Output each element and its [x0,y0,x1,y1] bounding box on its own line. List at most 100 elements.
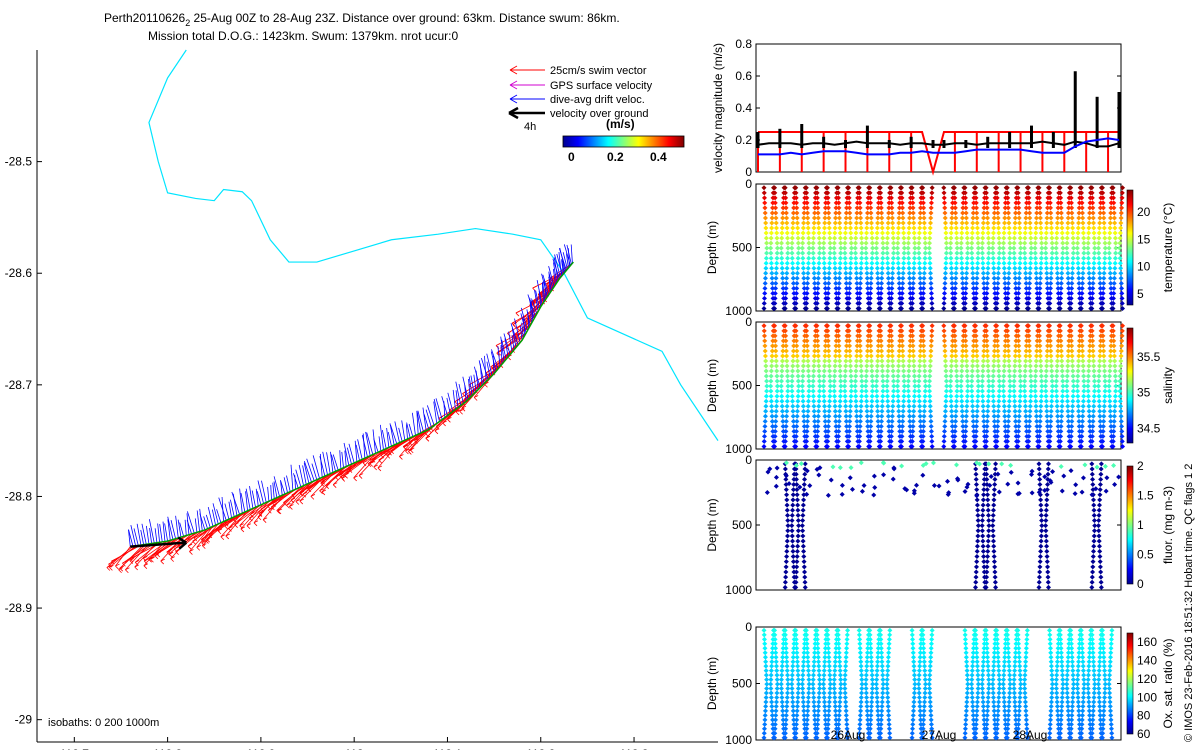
profile-point [1107,230,1113,236]
profile-point [831,378,837,384]
profile-point [920,338,926,344]
profile-point [896,265,902,271]
profile-point [858,403,864,409]
profile-point [900,270,906,276]
profile-point [815,717,821,723]
profile-point [810,388,816,394]
profile-point [821,690,827,696]
profile-point [879,418,885,424]
profile-point [772,735,778,741]
profile-point [853,235,859,241]
profile-point [985,220,991,226]
profile-point [1032,240,1038,246]
profile-point [1118,210,1124,216]
drift-vector [239,488,243,514]
profile-point [869,388,875,394]
profile-point [857,195,863,201]
profile-point [874,260,880,266]
profile-point [1065,403,1071,409]
profile-point [785,677,791,683]
profile-point [990,398,996,404]
profile-point [800,528,806,534]
drift-vector [387,431,392,447]
profile-point [1047,195,1053,201]
profile-point [1002,280,1008,286]
profile-point [889,423,895,429]
profile-point [1033,413,1039,419]
profile-point [985,403,991,409]
profile-point [857,343,863,349]
profile-point [1047,200,1053,206]
profile-point [911,358,917,364]
profile-point [832,368,838,374]
profile-point [1064,240,1070,246]
profile-point [810,373,816,379]
profile-point [833,708,839,714]
profile-point [1065,363,1071,369]
profile-point [970,363,976,369]
profile-point [994,195,1000,201]
profile-point [835,323,841,329]
profile-point [801,220,807,226]
profile-point [927,270,933,276]
profile-point [984,487,990,493]
profile-point [853,230,859,236]
swim-vector-head [299,490,305,497]
profile-point [1070,235,1076,241]
panel-y-tick-label: 0 [745,620,752,634]
profile-point [869,690,875,696]
profile-point [1007,378,1013,384]
drift-vector [425,409,432,428]
profile-point [1047,343,1053,349]
swim-vector-head [484,381,489,388]
profile-point [1111,418,1117,424]
profile-point [899,205,905,211]
profile-point [991,408,997,414]
profile-point [805,668,811,674]
profile-point [822,358,828,364]
profile-point [799,245,805,251]
profile-point [1069,275,1075,281]
drift-vector [344,450,347,467]
profile-point [1090,338,1096,344]
profile-point [867,333,873,339]
colorbar-tick-label: 1.5 [1137,489,1154,503]
profile-point [984,200,990,206]
profile-point [837,393,843,399]
profile-point [807,483,813,489]
profile-point [869,686,875,692]
profile-point [825,433,831,439]
profile-point [974,408,980,414]
profile-point [1028,398,1034,404]
profile-point [1100,205,1106,211]
profile-point [910,195,916,201]
profile-point [973,466,979,472]
profile-point [843,703,849,709]
profile-point [868,659,874,665]
profile-point [1112,270,1118,276]
profile-point [921,418,927,424]
profile-point [1037,348,1043,354]
profile-point [1101,275,1107,281]
profile-point [983,438,989,444]
profile-point [995,220,1001,226]
drift-vector [468,376,473,396]
profile-point [857,280,863,286]
profile-point [795,260,801,266]
profile-point [996,489,1002,495]
profile-point [789,373,795,379]
profile-point [962,295,968,301]
profile-point [795,694,801,700]
profile-point [796,383,802,389]
drift-vector [511,335,515,350]
profile-point [810,255,816,261]
profile-point [825,632,831,638]
profile-point [794,645,800,651]
colorbar-tick-label: 35.5 [1137,350,1161,364]
profile-point [1033,255,1039,261]
profile-point [804,636,810,642]
profile-point [954,398,960,404]
profile-point [784,538,790,544]
swim-vector-head [196,545,201,551]
profile-point [911,408,917,414]
